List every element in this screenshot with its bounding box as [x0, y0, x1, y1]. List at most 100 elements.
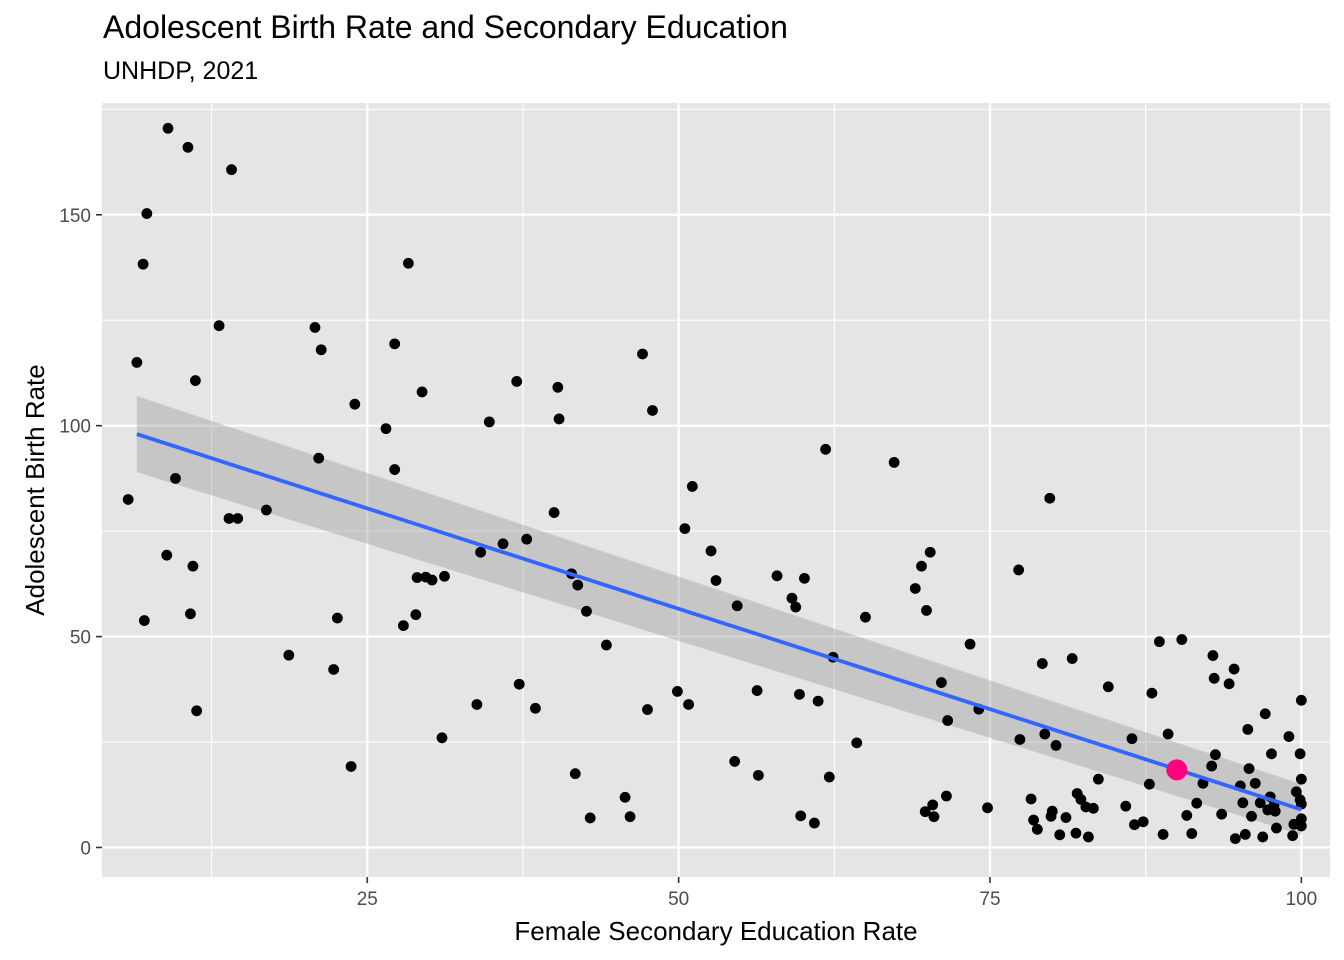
data-point [624, 811, 636, 823]
data-point [1153, 636, 1165, 648]
data-point [213, 320, 225, 332]
data-point [710, 575, 722, 586]
data-point [1197, 777, 1209, 789]
data-point [187, 560, 199, 572]
data-point [572, 579, 584, 591]
data-point [964, 638, 976, 650]
data-point [552, 381, 564, 393]
data-point [1283, 731, 1295, 742]
data-point [331, 612, 343, 624]
data-point [1176, 634, 1188, 645]
data-point [1146, 687, 1158, 699]
data-point [1294, 748, 1306, 760]
data-point [511, 375, 523, 387]
data-point [752, 769, 764, 781]
y-tick-label: 100 [59, 417, 91, 438]
data-point [521, 533, 533, 545]
data-point [548, 507, 560, 518]
data-point [683, 699, 695, 710]
data-point [771, 570, 783, 582]
data-point [170, 473, 181, 484]
data-point [1120, 800, 1132, 812]
data-point [851, 737, 863, 749]
data-point [1028, 814, 1039, 826]
data-point [1208, 672, 1220, 684]
data-point [928, 811, 940, 823]
data-point [927, 799, 939, 811]
data-point [1162, 728, 1174, 740]
data-point [1295, 694, 1307, 706]
data-point [553, 413, 565, 425]
data-point [686, 481, 698, 492]
data-point [786, 592, 798, 604]
data-point [731, 600, 743, 612]
data-point [1210, 749, 1221, 761]
data-point [1087, 802, 1099, 814]
data-point [1066, 653, 1078, 664]
data-point [223, 513, 235, 524]
data-point [1295, 773, 1307, 785]
data-point [138, 615, 150, 626]
data-point [436, 732, 448, 744]
data-point [1102, 681, 1114, 693]
data-point [389, 464, 401, 475]
data-point [601, 639, 612, 651]
data-point [1036, 658, 1048, 669]
data-point [497, 538, 509, 550]
data-point [402, 257, 414, 269]
data-point [1242, 723, 1254, 735]
data-point [705, 545, 717, 557]
data-point [1271, 822, 1282, 834]
data-point [1144, 778, 1155, 790]
data-point [313, 452, 325, 464]
highlight-layer [1166, 759, 1188, 781]
confidence-band [136, 396, 1302, 835]
data-point [1092, 773, 1104, 785]
data-point [1216, 808, 1228, 820]
data-point [941, 790, 952, 802]
chart-subtitle: UNHDP, 2021 [103, 57, 259, 85]
data-point [942, 715, 954, 726]
data-point [637, 348, 648, 360]
data-point [916, 560, 927, 572]
data-point [647, 405, 658, 416]
x-axis-title: Female Secondary Education Rate [514, 916, 917, 946]
data-point [190, 375, 201, 386]
data-point [471, 699, 483, 710]
data-point [185, 608, 196, 620]
data-point [1031, 823, 1043, 835]
data-point [283, 649, 295, 661]
data-point [751, 685, 763, 696]
data-point [1207, 650, 1219, 661]
data-point [122, 494, 134, 505]
data-point [410, 609, 422, 621]
grid-minor [102, 103, 1330, 877]
data-point [1070, 827, 1082, 839]
data-points [122, 122, 1307, 845]
data-point [416, 386, 428, 398]
data-point [161, 549, 173, 561]
data-point [1157, 828, 1169, 840]
data-point [182, 141, 194, 153]
axes: 25 50 75 100 0 50 100 150 [59, 206, 1317, 910]
data-point [812, 695, 824, 707]
data-point [795, 810, 807, 822]
data-point [1206, 760, 1218, 772]
x-tick-label: 100 [1286, 889, 1318, 910]
data-point [569, 768, 581, 780]
data-point [1044, 492, 1056, 504]
data-point [1129, 819, 1140, 831]
data-point [924, 546, 936, 558]
y-tick-label: 50 [70, 628, 91, 649]
data-point [1126, 733, 1138, 745]
data-point [1239, 828, 1251, 840]
data-point [888, 456, 900, 468]
data-point [982, 802, 993, 814]
trend-line-layer [136, 432, 1302, 812]
data-point [1223, 678, 1235, 690]
data-point [799, 572, 810, 584]
data-point [1025, 793, 1037, 805]
data-point [397, 620, 409, 632]
data-point [921, 605, 932, 616]
